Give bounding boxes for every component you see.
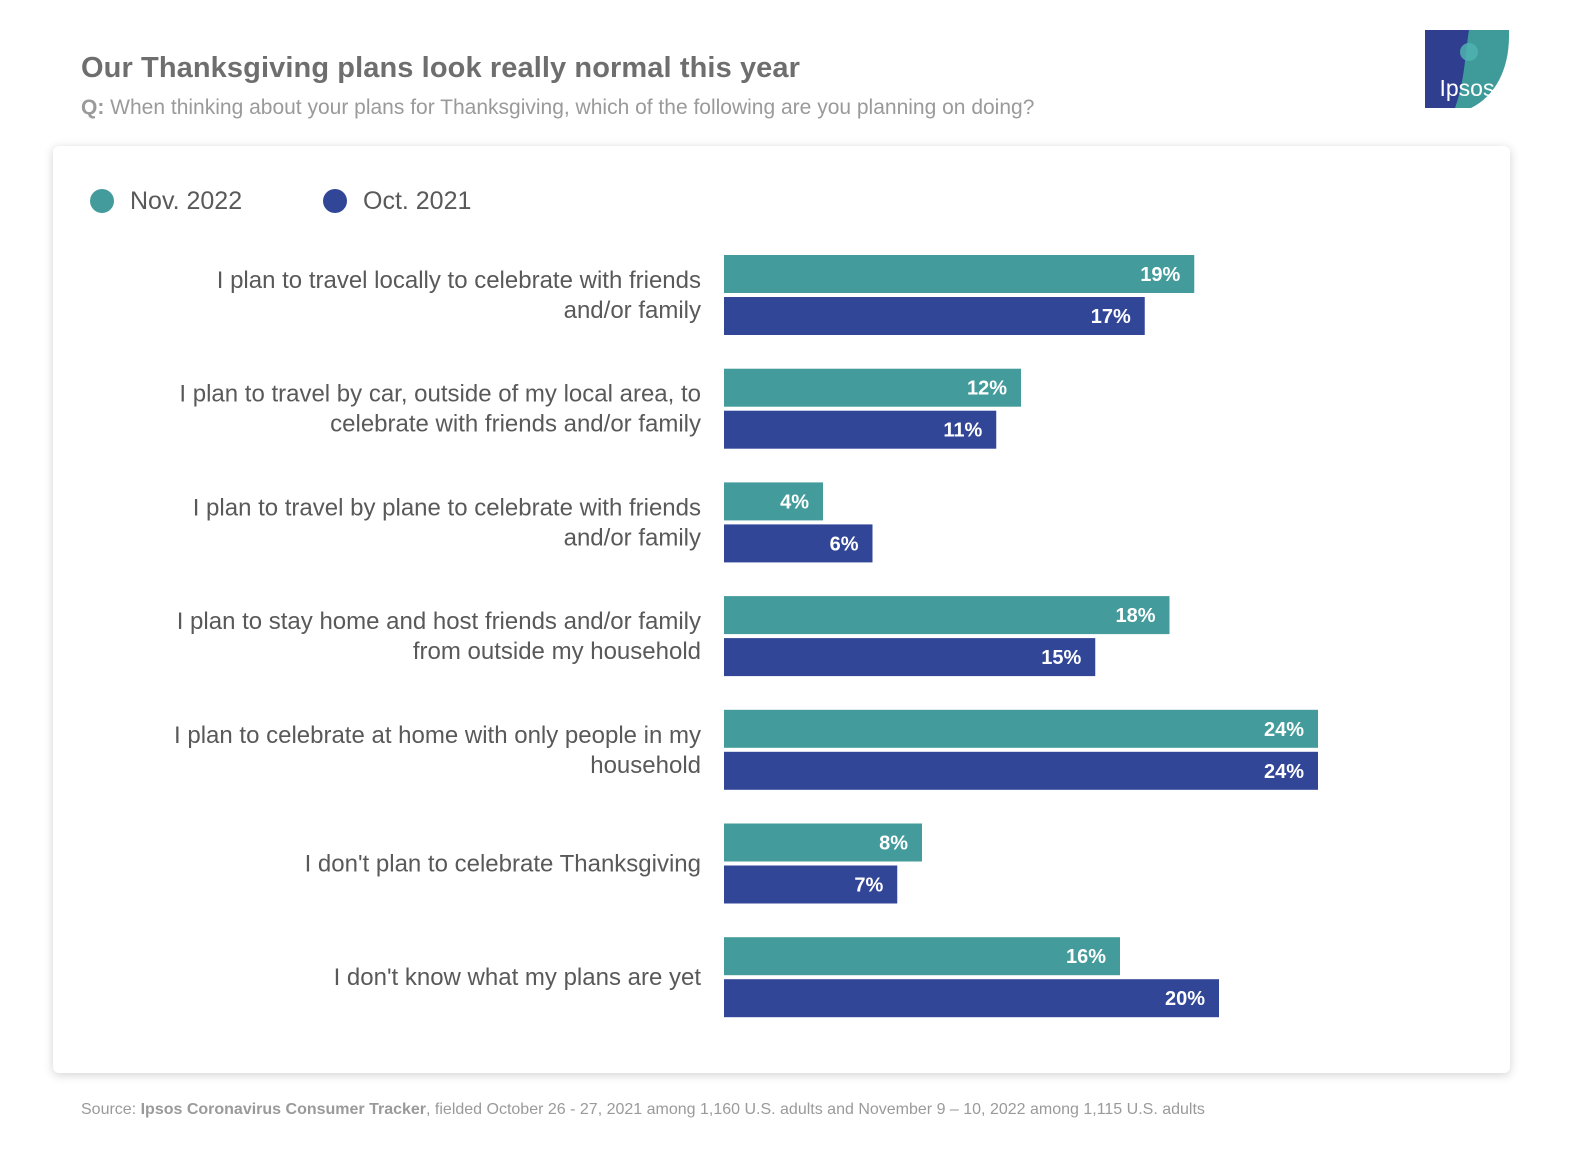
source-note: Source: Ipsos Coronavirus Consumer Track… (81, 1101, 1205, 1119)
category-label-1-line-0: I plan to travel by car, outside of my l… (179, 381, 701, 408)
data-label-nov-2022-5: 8% (879, 833, 908, 855)
data-label-oct-2021-2: 6% (830, 533, 859, 555)
data-label-nov-2022-0: 19% (1140, 264, 1180, 286)
data-label-nov-2022-2: 4% (780, 491, 809, 513)
bar-chart: 19% 17% I plan to travel locally to celebr… (174, 255, 1318, 1018)
category-label-4-line-1: household (590, 752, 701, 779)
bar-nov-2022-3 (724, 596, 1170, 635)
category-label-5-line-0: I don't plan to celebrate Thanksgiving (305, 851, 701, 878)
data-label-oct-2021-1: 11% (943, 420, 982, 442)
category-label-0-line-0: I plan to travel locally to celebrate wi… (217, 267, 701, 294)
chart-card: Nov. 2022 Oct. 2021 19% 17% I plan to trav… (53, 146, 1510, 1073)
bar-oct-2021-3 (724, 638, 1096, 677)
data-label-oct-2021-0: 17% (1091, 306, 1131, 328)
legend-item-nov-2022: Nov. 2022 (90, 182, 242, 220)
bar-oct-2021-6 (724, 979, 1219, 1018)
bar-oct-2021-0 (724, 297, 1145, 335)
question-text: When thinking about your plans for Thank… (110, 96, 1035, 119)
legend-label-oct-2021: Oct. 2021 (363, 186, 472, 215)
bar-oct-2021-2 (724, 524, 873, 563)
bar-nov-2022-5 (724, 823, 922, 862)
data-label-oct-2021-6: 20% (1165, 988, 1205, 1010)
data-label-nov-2022-1: 12% (967, 378, 1007, 400)
category-label-3-line-1: from outside my household (413, 638, 701, 665)
legend-item-oct-2021: Oct. 2021 (323, 182, 471, 220)
data-label-oct-2021-4: 24% (1264, 761, 1304, 783)
category-label-1-line-1: celebrate with friends and/or family (330, 411, 701, 438)
bar-nov-2022-6 (724, 937, 1120, 976)
source-name: Ipsos Coronavirus Consumer Tracker (140, 1101, 427, 1118)
data-label-nov-2022-4: 24% (1264, 719, 1304, 741)
category-label-4-line-0: I plan to celebrate at home with only pe… (174, 722, 701, 749)
legend-dot-oct-2021 (323, 189, 347, 213)
category-label-3-line-0: I plan to stay home and host friends and… (177, 608, 701, 635)
data-label-oct-2021-3: 15% (1041, 647, 1081, 669)
data-label-nov-2022-3: 18% (1115, 605, 1155, 627)
category-label-2-line-1: and/or family (564, 524, 701, 551)
data-label-nov-2022-6: 16% (1066, 946, 1106, 968)
data-label-oct-2021-5: 7% (854, 875, 883, 897)
category-label-2-line-0: I plan to travel by plane to celebrate w… (193, 494, 701, 521)
legend-dot-nov-2022 (90, 189, 114, 213)
bar-nov-2022-4 (724, 709, 1318, 748)
ipsos-logo: Ipsos (1425, 30, 1509, 108)
category-label-6-line-0: I don't know what my plans are yet (334, 964, 702, 991)
bar-oct-2021-1 (724, 410, 997, 449)
logo-text: Ipsos (1440, 75, 1495, 101)
bar-oct-2021-4 (724, 751, 1318, 790)
source-prefix: Source: (81, 1101, 141, 1118)
chart-subtitle: Q: When thinking about your plans for Th… (81, 96, 1034, 120)
bar-nov-2022-1 (724, 368, 1021, 407)
legend-label-nov-2022: Nov. 2022 (130, 186, 243, 215)
chart-title: Our Thanksgiving plans look really norma… (81, 52, 801, 84)
source-details: , fielded October 26 - 27, 2021 among 1,… (426, 1101, 1205, 1118)
bar-oct-2021-5 (724, 865, 898, 904)
question-prefix: Q: (81, 96, 105, 119)
bar-nov-2022-0 (724, 255, 1195, 293)
category-label-0-line-1: and/or family (564, 297, 701, 324)
bar-nov-2022-2 (724, 482, 823, 521)
